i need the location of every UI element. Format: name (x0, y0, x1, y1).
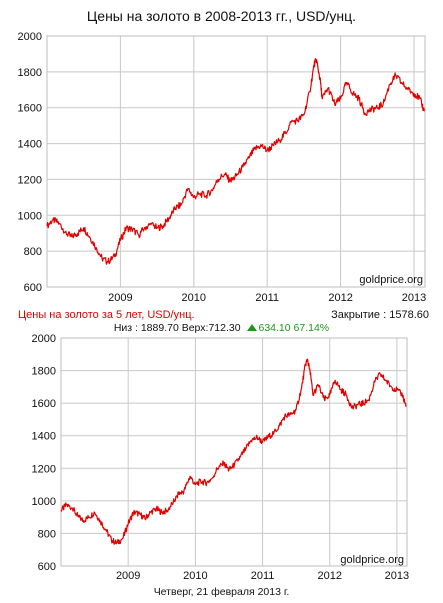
y-tick-label: 2000 (18, 31, 42, 43)
date-footer: Четверг, 21 февраля 2013 г. (153, 586, 290, 598)
x-tick-label: 2012 (317, 570, 341, 582)
watermark-label: goldprice.org (340, 554, 404, 566)
y-tick-label: 1800 (18, 67, 42, 79)
x-tick-label: 2010 (182, 292, 206, 304)
gold-price-chart-top: 600 800 1000 1200 1400 1600 1800 2000 2009 2010 20… (18, 31, 427, 304)
x-tick-label: 2009 (108, 292, 132, 304)
y-tick-label: 800 (24, 246, 42, 258)
x-tick-label: 2011 (251, 570, 275, 582)
change-value: 634.10 67.14% (258, 322, 330, 334)
y-tick-label: 600 (24, 282, 42, 294)
y-tick-label: 1200 (32, 463, 56, 475)
high-value: Верх:712.30 (181, 322, 241, 334)
y-tick-label: 2000 (32, 333, 56, 345)
y-tick-label: 800 (38, 528, 56, 540)
gold-price-series-line (46, 58, 425, 265)
chart-title: Цены на золото в 2008-2013 гг., USD/унц. (86, 8, 357, 24)
x-tick-label: 2010 (183, 570, 207, 582)
close-value: Закрытие : 1578.60 (331, 309, 429, 321)
x-tick-label: 2009 (116, 570, 140, 582)
plot-frame (46, 35, 426, 288)
y-tick-label: 600 (38, 561, 56, 573)
y-tick-label: 1000 (18, 210, 42, 222)
y-tick-label: 1400 (18, 139, 42, 151)
plot-frame (60, 337, 408, 567)
y-tick-label: 1600 (32, 398, 56, 410)
low-value: Низ : 1889.70 (113, 322, 179, 334)
y-tick-label: 1400 (32, 431, 56, 443)
watermark-label: goldprice.org (359, 274, 423, 286)
x-tick-label: 2013 (402, 292, 426, 304)
gold-price-series-line (60, 358, 407, 545)
y-tick-label: 1200 (18, 174, 42, 186)
x-tick-label: 2011 (255, 292, 279, 304)
stats-row: Низ : 1889.70 Верх:712.30 634.10 67.14% (0, 322, 443, 334)
five-year-caption: Цены на золото за 5 лет, USD/унц. (18, 309, 195, 321)
x-tick-label: 2012 (328, 292, 352, 304)
up-triangle-icon (246, 324, 257, 331)
y-tick-label: 1800 (32, 366, 56, 378)
y-tick-label: 1600 (18, 103, 42, 115)
x-tick-label: 2013 (385, 570, 409, 582)
gold-price-chart-bottom: 600 800 1000 1200 1400 1600 1800 2000 2009 2010 20… (32, 333, 410, 582)
y-tick-label: 1000 (32, 496, 56, 508)
